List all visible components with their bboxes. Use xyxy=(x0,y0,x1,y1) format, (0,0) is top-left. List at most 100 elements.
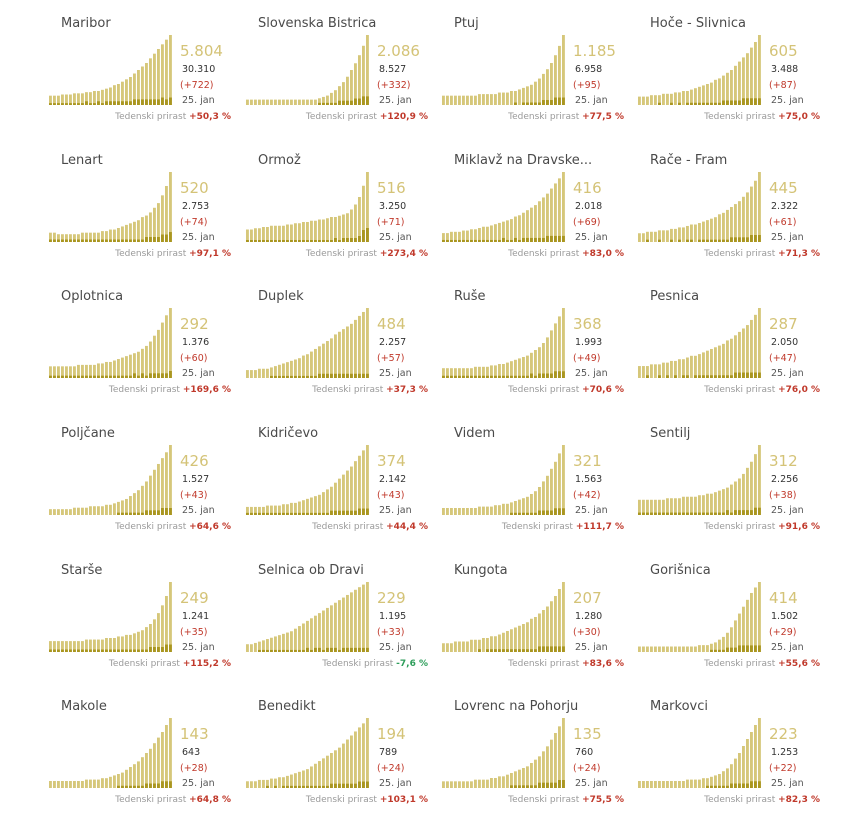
bar-cumulative xyxy=(490,636,493,652)
bar-daily xyxy=(758,781,761,788)
bar-daily xyxy=(666,512,669,515)
bar-cumulative xyxy=(642,233,645,242)
bar-cumulative xyxy=(638,96,641,105)
bar-daily xyxy=(738,510,741,515)
bar-cumulative xyxy=(442,508,445,515)
bar-cumulative xyxy=(362,45,365,105)
weekly-growth: Tedenski prirast +83,6 % xyxy=(508,659,624,669)
bar-daily xyxy=(141,373,144,378)
bar-daily xyxy=(558,508,561,515)
bar-cumulative xyxy=(446,643,449,652)
bar-daily xyxy=(498,375,501,378)
bar-cumulative xyxy=(133,73,136,105)
municipality-card: Rače - Fram 445 2.322 (+61) 25. jan Tedenski … xyxy=(638,137,834,269)
bar-daily xyxy=(165,644,168,652)
bar-daily xyxy=(125,649,128,652)
bar-daily xyxy=(93,375,96,378)
bar-cumulative xyxy=(266,779,269,788)
bar-cumulative xyxy=(554,733,557,788)
bar-cumulative xyxy=(698,645,701,652)
bar-daily xyxy=(93,239,96,242)
municipality-card: Ormož 516 3.250 (+71) 25. jan Tedenski priras… xyxy=(246,137,442,269)
cumulative-cases: 2.257 xyxy=(379,337,407,348)
municipality-name: Videm xyxy=(454,426,496,441)
cumulative-cases: 760 xyxy=(575,747,594,758)
bar-daily xyxy=(658,512,661,515)
bar-daily xyxy=(302,785,305,788)
bar-cumulative xyxy=(358,197,361,242)
bar-cumulative xyxy=(153,743,156,788)
weekly-growth-value: +97,1 % xyxy=(189,249,231,259)
bar-cumulative xyxy=(502,503,505,515)
bar-cumulative xyxy=(250,370,253,378)
new-cases: (+43) xyxy=(180,490,208,501)
bar-cumulative xyxy=(270,99,273,105)
bar-cumulative xyxy=(145,481,148,515)
bar-daily xyxy=(726,785,729,788)
bar-cumulative xyxy=(133,633,136,652)
bar-daily xyxy=(730,375,733,378)
bar-cumulative xyxy=(698,354,701,378)
bar-cumulative xyxy=(366,172,369,242)
bar-cumulative xyxy=(366,35,369,105)
bar-daily xyxy=(482,375,485,378)
bar-cumulative xyxy=(286,362,289,378)
bar-daily xyxy=(746,237,749,242)
bar-cumulative xyxy=(266,505,269,515)
bar-cumulative xyxy=(482,506,485,515)
bar-daily xyxy=(77,239,80,242)
bar-cumulative xyxy=(482,366,485,378)
bar-daily xyxy=(334,510,337,515)
bar-cumulative xyxy=(89,364,92,379)
bar-daily xyxy=(726,239,729,242)
bar-daily xyxy=(169,232,172,242)
bar-daily xyxy=(129,512,132,515)
bar-cumulative xyxy=(153,335,156,378)
bar-cumulative xyxy=(49,95,52,105)
bar-cumulative xyxy=(742,606,745,652)
bar-daily xyxy=(49,649,52,652)
bar-cumulative xyxy=(642,96,645,105)
bar-daily xyxy=(358,647,361,652)
bar-cumulative xyxy=(458,781,461,788)
bar-daily xyxy=(678,239,681,242)
bar-cumulative xyxy=(129,767,132,788)
bar-cumulative xyxy=(61,781,64,788)
bar-daily xyxy=(298,649,301,652)
bar-cumulative xyxy=(330,217,333,242)
bar-cumulative xyxy=(302,500,305,515)
bar-daily xyxy=(161,508,164,515)
bar-cumulative xyxy=(674,646,677,652)
bar-cumulative xyxy=(710,218,713,242)
bar-cumulative xyxy=(694,224,697,242)
bar-cumulative xyxy=(542,343,545,378)
bar-daily xyxy=(534,375,537,378)
bar-cumulative xyxy=(730,627,733,652)
bar-cumulative xyxy=(61,366,64,378)
bar-daily xyxy=(446,239,449,242)
bar-cumulative xyxy=(254,370,257,378)
bar-cumulative xyxy=(742,328,745,378)
bar-daily xyxy=(646,239,649,242)
bar-daily xyxy=(714,649,717,652)
new-cases: (+74) xyxy=(180,217,208,228)
bar-cumulative xyxy=(121,81,124,105)
bar-cumulative xyxy=(462,641,465,652)
bar-cumulative xyxy=(470,508,473,515)
bar-daily xyxy=(554,97,557,105)
bar-cumulative xyxy=(682,227,685,242)
bar-cumulative xyxy=(662,646,665,652)
bar-daily xyxy=(310,785,313,788)
bar-daily xyxy=(674,375,677,378)
weekly-growth-label: Tedenski prirast xyxy=(704,522,779,532)
bar-daily xyxy=(133,512,136,515)
bar-cumulative xyxy=(750,592,753,652)
cumulative-cases: 1.280 xyxy=(575,611,603,622)
bar-cumulative xyxy=(518,89,521,105)
bar-cumulative xyxy=(61,641,64,652)
bar-cumulative xyxy=(550,63,553,105)
bar-cumulative xyxy=(710,776,713,788)
bar-cumulative xyxy=(137,631,140,652)
bar-cumulative xyxy=(750,732,753,788)
weekly-growth-value: +115,2 % xyxy=(182,659,231,669)
